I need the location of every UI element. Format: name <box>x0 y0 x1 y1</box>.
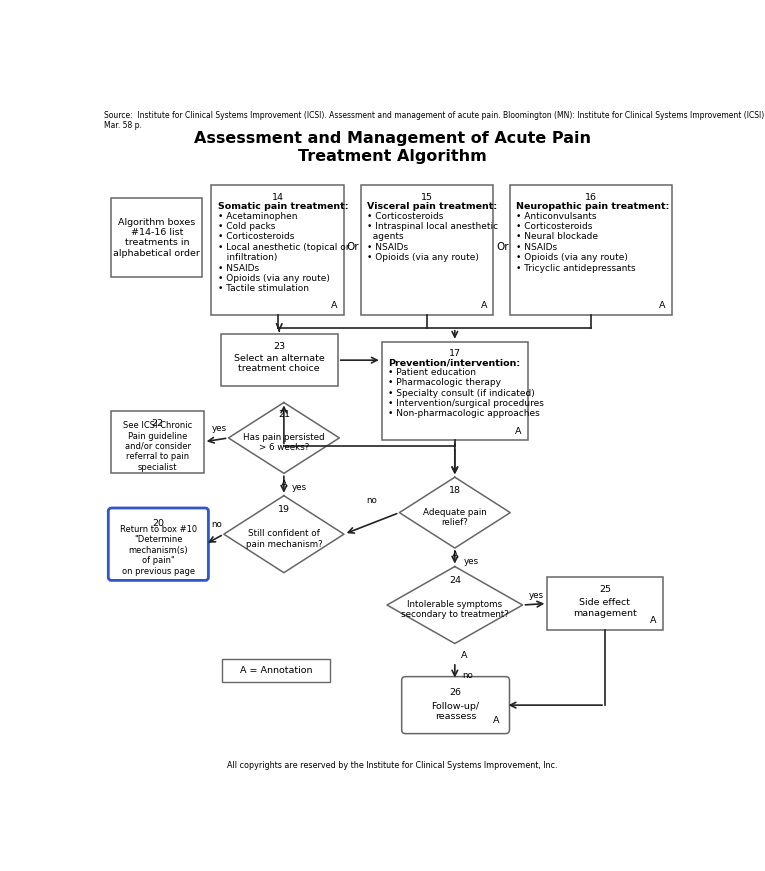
FancyBboxPatch shape <box>109 508 208 580</box>
Text: • Corticosteroids
• Intraspinal local anesthetic
  agents
• NSAIDs
• Opioids (vi: • Corticosteroids • Intraspinal local an… <box>367 212 498 262</box>
Text: 17: 17 <box>449 349 461 358</box>
Text: 19: 19 <box>278 505 290 514</box>
Text: Assessment and Management of Acute Pain
Treatment Algorithm: Assessment and Management of Acute Pain … <box>194 132 591 164</box>
Text: Somatic pain treatment:: Somatic pain treatment: <box>218 202 348 212</box>
Text: All copyrights are reserved by the Institute for Clinical Systems Improvement, I: All copyrights are reserved by the Insti… <box>227 760 558 770</box>
Text: Visceral pain treatment:: Visceral pain treatment: <box>367 202 497 212</box>
Text: Side effect
management: Side effect management <box>573 598 636 618</box>
Text: A = Annotation: A = Annotation <box>240 666 312 675</box>
Text: yes: yes <box>291 483 307 491</box>
Text: A: A <box>461 652 467 660</box>
Text: Select an alternate
treatment choice: Select an alternate treatment choice <box>234 354 324 373</box>
Text: A: A <box>659 301 666 310</box>
Text: • Anticonvulsants
• Corticosteroids
• Neural blockade
• NSAIDs
• Opioids (via an: • Anticonvulsants • Corticosteroids • Ne… <box>516 212 636 273</box>
Text: Return to box #10
"Determine
mechanism(s)
of pain"
on previous page: Return to box #10 "Determine mechanism(s… <box>120 525 197 576</box>
Text: Neuropathic pain treatment:: Neuropathic pain treatment: <box>516 202 670 212</box>
Text: Prevention/intervention:: Prevention/intervention: <box>388 359 520 368</box>
Bar <box>112 199 202 277</box>
Text: Source:  Institute for Clinical Systems Improvement (ICSI). Assessment and manag: Source: Institute for Clinical Systems I… <box>104 111 765 130</box>
Text: • Patient education
• Pharmacologic therapy
• Specialty consult (if indicated)
•: • Patient education • Pharmacologic ther… <box>388 368 544 418</box>
Text: See ICSI Chronic
Pain guideline
and/or consider
referral to pain
specialist: See ICSI Chronic Pain guideline and/or c… <box>123 421 192 472</box>
Bar <box>211 186 344 314</box>
Text: A: A <box>331 301 338 310</box>
Bar <box>382 341 528 440</box>
Text: yes: yes <box>529 591 544 600</box>
Text: Or: Or <box>496 242 509 252</box>
Text: A: A <box>451 551 458 560</box>
FancyBboxPatch shape <box>402 677 509 733</box>
Bar <box>510 186 672 314</box>
Text: no: no <box>366 496 377 505</box>
Text: Has pain persisted
> 6 weeks?: Has pain persisted > 6 weeks? <box>243 433 324 452</box>
Bar <box>223 659 330 682</box>
Text: 20: 20 <box>152 519 164 528</box>
Text: Still confident of
pain mechanism?: Still confident of pain mechanism? <box>246 529 322 549</box>
Text: Adequate pain
relief?: Adequate pain relief? <box>423 508 487 527</box>
Text: 22: 22 <box>151 419 164 428</box>
Text: yes: yes <box>212 424 227 433</box>
Text: 14: 14 <box>272 193 284 202</box>
Text: 23: 23 <box>273 341 285 351</box>
Text: no: no <box>463 672 474 680</box>
Text: Or: Or <box>347 242 360 252</box>
Polygon shape <box>229 402 340 473</box>
Text: • Acetaminophen
• Cold packs
• Corticosteroids
• Local anesthetic (topical or
  : • Acetaminophen • Cold packs • Corticost… <box>218 212 349 294</box>
Text: Algorithm boxes
#14-16 list
treatments in
alphabetical order: Algorithm boxes #14-16 list treatments i… <box>113 218 200 258</box>
Text: 26: 26 <box>450 688 461 697</box>
Text: Intolerable symptoms
secondary to treatment?: Intolerable symptoms secondary to treatm… <box>401 600 509 619</box>
Text: yes: yes <box>464 557 479 566</box>
Text: A: A <box>493 716 500 726</box>
Text: A: A <box>650 616 656 625</box>
Bar <box>112 411 203 473</box>
Text: 16: 16 <box>585 193 597 202</box>
Text: 21: 21 <box>278 410 290 419</box>
Polygon shape <box>399 477 510 548</box>
Polygon shape <box>224 496 344 572</box>
Text: 15: 15 <box>421 193 433 202</box>
Text: 25: 25 <box>599 585 611 594</box>
Text: A: A <box>480 301 487 310</box>
Text: Follow-up/
reassess: Follow-up/ reassess <box>431 701 480 721</box>
Text: A: A <box>516 427 522 436</box>
Text: 18: 18 <box>449 486 461 496</box>
Text: A: A <box>281 480 287 489</box>
Text: 24: 24 <box>449 576 461 584</box>
Bar <box>361 186 493 314</box>
Text: no: no <box>211 521 223 530</box>
Bar <box>221 334 338 387</box>
Bar <box>547 577 662 630</box>
Polygon shape <box>387 566 522 644</box>
